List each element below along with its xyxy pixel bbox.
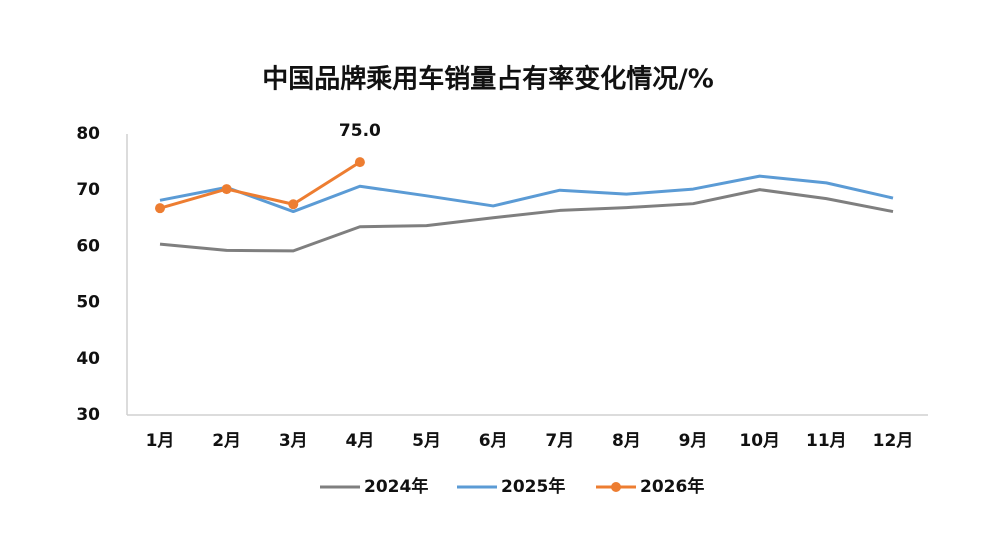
data-point [221, 184, 232, 195]
x-tick-label: 3月 [279, 431, 308, 451]
x-tick-label: 10月 [739, 431, 780, 451]
y-tick-label: 70 [76, 180, 100, 200]
x-tick-label: 6月 [479, 431, 508, 451]
x-tick-label: 9月 [679, 431, 708, 451]
series-line [159, 174, 894, 214]
series-line [159, 188, 894, 253]
y-tick-label: 80 [76, 124, 100, 144]
x-tick-label: 11月 [806, 431, 847, 451]
x-tick-label: 1月 [146, 431, 175, 451]
legend-label: 2024年 [364, 476, 428, 497]
y-tick-label: 40 [76, 349, 100, 369]
y-tick-label: 60 [76, 236, 100, 256]
series-line [159, 160, 361, 210]
x-tick-label: 2月 [212, 431, 241, 451]
x-tick-label: 8月 [612, 431, 641, 451]
data-point [354, 157, 365, 168]
legend-marker [611, 482, 621, 492]
data-point [288, 199, 299, 210]
x-tick-label: 7月 [545, 431, 574, 451]
x-tick-label: 4月 [345, 431, 374, 451]
x-tick-label: 12月 [873, 431, 914, 451]
y-tick-label: 50 [76, 293, 100, 313]
x-tick-label: 5月 [412, 431, 441, 451]
y-tick-label: 30 [76, 405, 100, 425]
data-point [155, 203, 165, 214]
chart-title: 中国品牌乘用车销量占有率变化情况/% [262, 64, 714, 95]
legend-label: 2025年 [501, 476, 565, 497]
data-label: 75.0 [339, 121, 381, 141]
legend-label: 2026年 [640, 476, 704, 497]
